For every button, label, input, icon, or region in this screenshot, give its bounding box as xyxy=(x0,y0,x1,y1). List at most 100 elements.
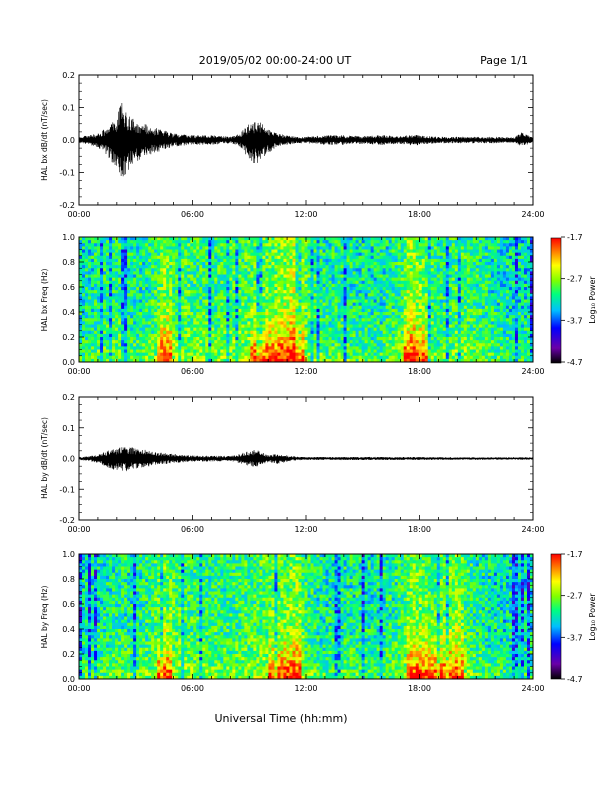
heatmap-cell xyxy=(202,268,206,272)
heatmap-cell xyxy=(370,324,375,329)
heatmap-cell xyxy=(265,255,269,260)
heatmap-cell xyxy=(373,327,378,332)
heatmap-cell xyxy=(169,337,173,341)
heatmap-cell xyxy=(328,258,332,263)
heatmap-cell xyxy=(430,355,435,360)
heatmap-cell xyxy=(352,312,357,316)
panel-bx-timeseries: 00:00 06:00 12:00 18:00 24:000.20.10.0-0.1-0… xyxy=(40,71,545,219)
heatmap-cell xyxy=(136,258,140,263)
heatmap-cell xyxy=(376,255,381,260)
heatmap-cell xyxy=(334,312,338,316)
heatmap-cell xyxy=(226,265,230,269)
heatmap-cell xyxy=(340,346,344,350)
heatmap-cell xyxy=(352,258,357,263)
heatmap-cell xyxy=(193,343,197,347)
heatmap-cell xyxy=(106,324,110,329)
heatmap-cell xyxy=(133,271,137,275)
heatmap-cell xyxy=(328,337,332,341)
heatmap-cell xyxy=(424,318,429,322)
heatmap-cell xyxy=(319,308,323,313)
heatmap-cell xyxy=(349,243,354,247)
heatmap-cell xyxy=(184,237,188,241)
heatmap-cell xyxy=(250,243,254,247)
heatmap-cell xyxy=(160,283,164,288)
heatmap-cell xyxy=(409,280,414,285)
heatmap-cell xyxy=(268,308,272,313)
heatmap-cell xyxy=(274,237,278,241)
heatmap-cell xyxy=(115,312,119,316)
heatmap-cell xyxy=(388,343,393,347)
heatmap-cell xyxy=(100,337,104,341)
heatmap-cell xyxy=(151,249,155,254)
heatmap-cell xyxy=(91,290,95,294)
heatmap-cell xyxy=(391,237,396,241)
heatmap-cell xyxy=(139,293,143,297)
heatmap-cell xyxy=(295,343,299,347)
heatmap-cell xyxy=(421,346,426,350)
heatmap-cell xyxy=(202,258,206,263)
heatmap-cell xyxy=(280,237,284,241)
heatmap-cell xyxy=(427,249,432,254)
heatmap-cell xyxy=(322,237,326,241)
heatmap-cell xyxy=(319,305,323,310)
heatmap-cell xyxy=(166,340,170,344)
heatmap-cell xyxy=(385,268,390,272)
heatmap-cell xyxy=(262,277,266,282)
heatmap-cell xyxy=(433,327,438,332)
heatmap-cell xyxy=(115,249,119,254)
heatmap-cell xyxy=(238,262,242,266)
heatmap-cell xyxy=(340,243,344,247)
heatmap-cell xyxy=(349,268,354,272)
heatmap-cell xyxy=(313,349,317,354)
heatmap-cell xyxy=(124,296,128,300)
heatmap-cell xyxy=(160,346,164,350)
heatmap-cell xyxy=(301,340,305,344)
heatmap-cell xyxy=(193,287,197,291)
heatmap-cell xyxy=(352,358,357,363)
heatmap-cell xyxy=(229,346,233,350)
heatmap-cell xyxy=(403,343,408,347)
heatmap-cell xyxy=(442,346,447,350)
heatmap-cell xyxy=(367,296,372,300)
heatmap-cell xyxy=(367,337,372,341)
heatmap-cell xyxy=(346,237,350,241)
heatmap-cell xyxy=(235,302,239,307)
heatmap-cell xyxy=(253,240,257,244)
heatmap-cell xyxy=(217,280,221,285)
heatmap-cell xyxy=(241,265,245,269)
heatmap-cell xyxy=(190,265,194,269)
heatmap-cell xyxy=(103,255,107,260)
heatmap-cell xyxy=(109,312,113,316)
heatmap-cell xyxy=(205,299,209,304)
heatmap-cell xyxy=(265,327,269,332)
heatmap-cell xyxy=(226,243,230,247)
heatmap-cell xyxy=(256,249,260,254)
heatmap-cell xyxy=(322,346,326,350)
heatmap-cell xyxy=(283,249,287,254)
heatmap-cell xyxy=(439,277,444,282)
heatmap-cell xyxy=(334,333,338,338)
heatmap-cell xyxy=(142,312,146,316)
heatmap-cell xyxy=(166,274,170,279)
heatmap-cell xyxy=(259,308,263,313)
heatmap-cell xyxy=(184,346,188,350)
heatmap-cell xyxy=(154,258,158,263)
heatmap-cell xyxy=(151,268,155,272)
heatmap-cell xyxy=(283,296,287,300)
heatmap-cell xyxy=(247,305,251,310)
heatmap-cell xyxy=(328,290,332,294)
heatmap-cell xyxy=(313,252,317,257)
heatmap-cell xyxy=(241,240,245,244)
heatmap-cell xyxy=(82,293,86,297)
heatmap-cell xyxy=(193,277,197,282)
heatmap-cell xyxy=(436,277,441,282)
heatmap-cell xyxy=(130,358,134,363)
heatmap-cell xyxy=(379,352,384,357)
heatmap-cell xyxy=(400,312,405,316)
heatmap-cell xyxy=(433,258,438,263)
heatmap-cell xyxy=(184,327,188,332)
heatmap-cell xyxy=(424,343,429,347)
heatmap-cell xyxy=(379,249,384,254)
heatmap-cell xyxy=(343,271,347,275)
heatmap-cell xyxy=(199,327,203,332)
